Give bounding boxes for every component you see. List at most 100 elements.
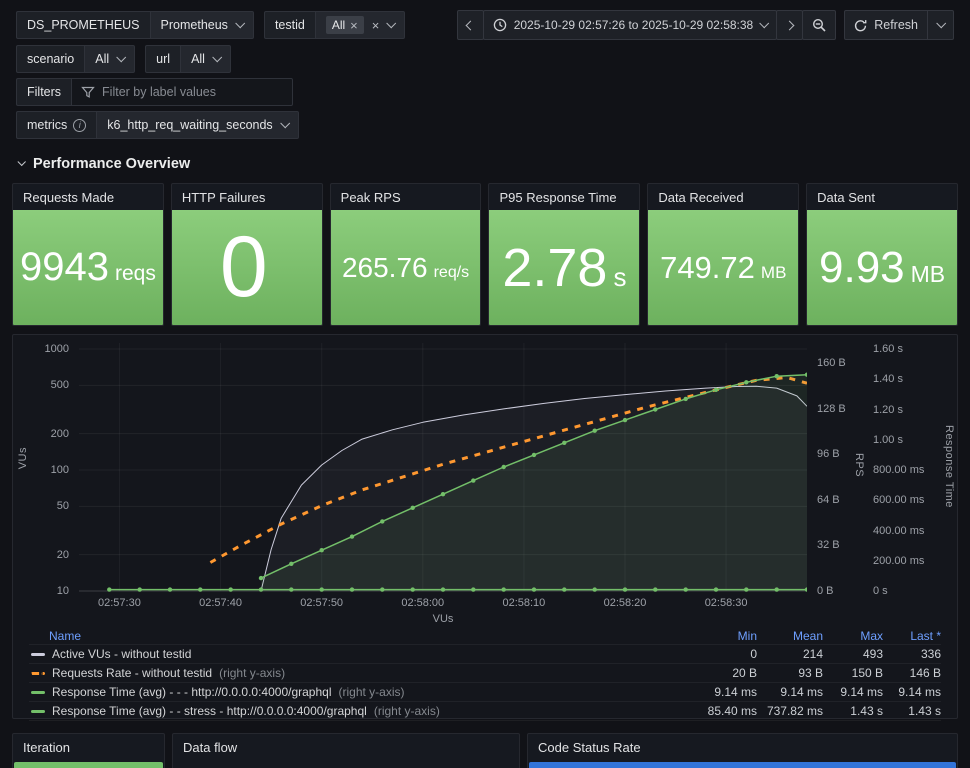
axis-tick-label: 96 B (817, 448, 840, 461)
panel-data-sent: Data Sent 9.93 MB (806, 183, 958, 326)
filters-input[interactable] (102, 85, 284, 99)
stat-value-area: 0 (171, 210, 322, 325)
legend-header-mean[interactable]: Mean (792, 628, 823, 643)
axis-tick-label: 1000 (44, 343, 69, 355)
y-axis-left-ticks: 10 20 50 100 200 500 1000 (27, 343, 69, 597)
legend-header-min[interactable]: Min (737, 628, 757, 643)
axis-tick-label: 20 (56, 548, 69, 561)
legend-series-name: Response Time (avg) - - - http://0.0.0.0… (52, 685, 332, 699)
axis-tick-label: 600.00 ms (873, 494, 925, 507)
panel-title[interactable]: Requests Made (23, 189, 115, 205)
metrics-value-dropdown[interactable]: k6_http_req_waiting_seconds (96, 111, 299, 139)
axis-tick-label: 02:58:10 (502, 597, 546, 609)
legend-value-max: 1.43 s (850, 704, 883, 718)
legend-header-max[interactable]: Max (860, 628, 883, 643)
axis-tick-label: 02:58:30 (704, 597, 748, 609)
axis-tick-label: 1.00 s (873, 433, 903, 446)
axis-tick-label: 128 B (817, 402, 846, 415)
legend-header-last[interactable]: Last * (910, 628, 941, 643)
axis-tick-label: 500 (50, 379, 69, 392)
panel-title[interactable]: Code Status Rate (538, 739, 641, 755)
scenario-value: All (95, 52, 110, 66)
stat-value: 265.76 (341, 251, 428, 283)
legend-axis-suffix: (right y-axis) (219, 666, 286, 680)
stat-panels-row: Requests Made 9943 reqs HTTP Failures 0 P… (12, 183, 958, 326)
legend-value-min: 9.14 ms (714, 685, 757, 699)
datasource-value-dropdown[interactable]: Prometheus (149, 11, 254, 39)
panel-requests-made: Requests Made 9943 reqs (12, 183, 164, 326)
legend-series-name: Active VUs - without testid (52, 647, 192, 661)
legend-value-last: 336 (920, 647, 941, 661)
stat-unit: s (613, 261, 627, 292)
panel-data-received: Data Received 749.72 MB (647, 183, 800, 326)
timeseries-plot[interactable] (79, 343, 807, 593)
panel-title[interactable]: Data Sent (817, 189, 875, 205)
legend-value-min: 85.40 ms (707, 704, 757, 718)
axis-tick-label: 1.40 s (873, 373, 903, 386)
stat-value: 0 (219, 219, 268, 315)
refresh-button[interactable]: Refresh (844, 10, 928, 40)
testid-chip[interactable]: All × (325, 16, 364, 34)
legend-value-mean: 93 B (798, 666, 823, 680)
chevron-down-icon (279, 117, 290, 128)
time-range-forward-button[interactable] (776, 10, 804, 40)
panel-title[interactable]: Data Received (658, 189, 744, 205)
panel-title[interactable]: Data flow (183, 739, 238, 755)
metrics-value: k6_http_req_waiting_seconds (107, 118, 273, 132)
chevron-right-icon (784, 20, 795, 30)
time-range-text: 2025-10-29 02:57:26 to 2025-10-29 02:58:… (513, 18, 754, 32)
url-value-dropdown[interactable]: All (180, 45, 231, 73)
axis-tick-label: 400.00 ms (873, 524, 925, 537)
chevron-down-icon (212, 51, 223, 62)
legend-value-max: 150 B (851, 666, 883, 680)
axis-tick-label: 100 (50, 464, 69, 476)
scenario-value-dropdown[interactable]: All (84, 45, 136, 73)
legend-value-last: 146 B (909, 666, 941, 680)
stat-value: 9.93 (819, 242, 905, 292)
panel-title[interactable]: HTTP Failures (181, 189, 266, 205)
series-color-indicator (31, 652, 45, 656)
panel-data-flow: Data flow (172, 733, 520, 768)
chevron-left-icon (465, 20, 476, 30)
panel-title[interactable]: Iteration (23, 739, 70, 755)
testid-value-dropdown[interactable]: All × × (314, 11, 406, 39)
info-icon: i (73, 118, 87, 132)
refresh-interval-dropdown[interactable] (927, 10, 954, 40)
stat-value-area: 749.72 MB (648, 210, 799, 325)
legend-value-last: 9.14 ms (898, 685, 941, 699)
panel-title[interactable]: P95 Response Time (499, 189, 617, 205)
panel-title[interactable]: Peak RPS (340, 189, 401, 205)
legend-axis-suffix: (right y-axis) (373, 704, 440, 718)
axis-tick-label: 50 (56, 500, 69, 513)
variables-row-1: DS_PROMETHEUS Prometheus testid All × × … (16, 10, 954, 40)
legend-row[interactable]: Requests Rate - without testid (right y-… (29, 664, 941, 683)
legend-row[interactable]: Active VUs - without testid 0 214 493 336 (29, 645, 941, 664)
stat-unit: MB (910, 260, 946, 287)
legend-row[interactable]: Response Time (avg) - - stress - http://… (29, 702, 941, 721)
stat-unit: reqs (114, 262, 156, 285)
panel-code-status-rate: Code Status Rate (527, 733, 958, 768)
panel-http-failures: HTTP Failures 0 (170, 183, 323, 326)
stat-unit: req/s (433, 263, 470, 281)
time-range-back-button[interactable] (456, 10, 484, 40)
axis-tick-label: 64 B (817, 493, 840, 506)
testid-label: testid (263, 11, 315, 39)
chevron-down-icon (386, 17, 397, 28)
time-range-picker-button[interactable]: 2025-10-29 02:57:26 to 2025-10-29 02:58:… (482, 10, 778, 40)
legend-row[interactable]: Response Time (avg) - - - http://0.0.0.0… (29, 683, 941, 702)
chevron-down-icon (116, 51, 127, 62)
axis-tick-label: 32 B (817, 539, 840, 552)
legend-value-last: 1.43 s (908, 704, 941, 718)
legend-header-name[interactable]: Name (49, 628, 82, 643)
datasource-value: Prometheus (160, 18, 228, 32)
axis-tick-label: 02:57:30 (98, 597, 141, 609)
chevron-down-icon (759, 17, 770, 28)
metrics-row: metrics i k6_http_req_waiting_seconds (16, 111, 954, 139)
chip-remove-icon[interactable]: × (350, 17, 358, 33)
metrics-picker: metrics i k6_http_req_waiting_seconds (16, 111, 299, 139)
clear-selection-icon[interactable]: × (371, 17, 380, 33)
stat-value-area: 9943 reqs (13, 210, 163, 325)
axis-tick-label: 10 (56, 585, 69, 597)
section-performance-overview[interactable]: Performance Overview (17, 153, 952, 175)
zoom-out-button[interactable] (802, 10, 837, 40)
